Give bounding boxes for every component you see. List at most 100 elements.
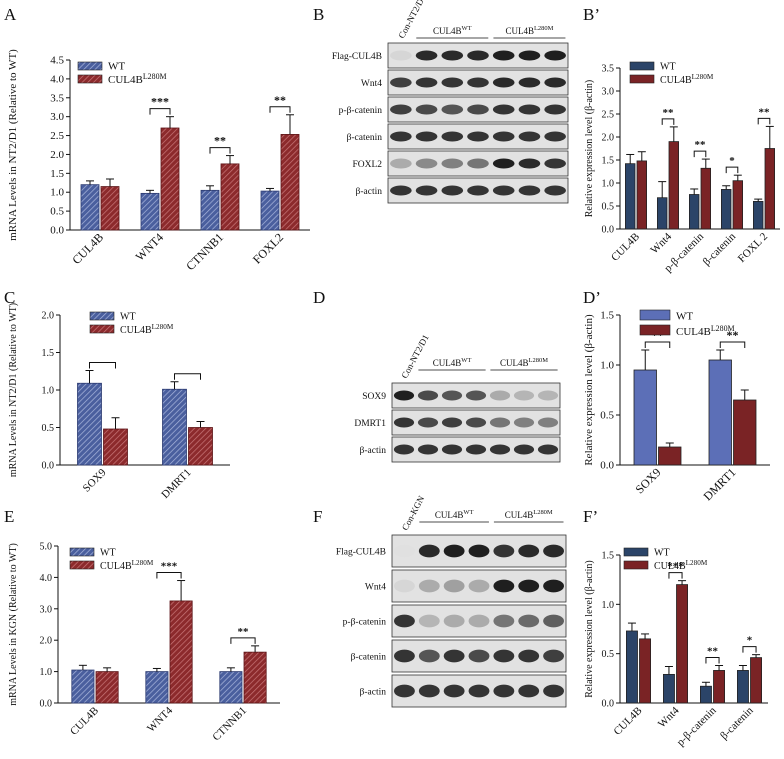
y-tick-label: 0.5 [50,206,64,218]
label-superscript: L280M [692,73,714,81]
blot-band [468,544,490,558]
blot-band [418,544,440,558]
blot-band [513,417,535,428]
lane-label-control: Con-NT2/D1 [396,0,427,40]
label-superscript: WT [461,357,471,364]
blot-band [443,544,465,558]
blot-band [544,185,566,196]
blot-band [441,390,463,401]
legend-swatch-wt [629,61,655,71]
legend-label-wt: WT [108,61,125,73]
legend-swatch-mut [639,324,671,336]
blot-band [518,104,541,115]
chart-E: 0.0 1.0 2.0 3.0 4.0 5.0 mRNA Levels in KGN (Re… [8,542,280,743]
x-tick-label: SOX9 [81,466,109,494]
label-superscript: L280M [529,357,549,364]
chart-A: 0.0 0.5 1.0 1.5 2.0 2.5 3.0 3.5 4.0 4.5 mRNA Level… [7,49,310,273]
x-tick-label: DMRT1 [159,467,193,501]
label-base: CUL4B [660,75,692,86]
label-superscript: L280M [152,323,174,331]
blot-band [443,649,465,663]
significance-bracket [644,341,671,348]
blot-band [415,185,438,196]
legend-label-mut: CUL4BL280M [100,559,154,572]
x-tick-label: WNT4 [133,230,166,263]
y-tick-label: 1.5 [602,551,615,562]
panel-letter-e: E [4,507,14,526]
significance-bracket [156,572,182,579]
blot-band [467,185,489,196]
blot-band [489,390,511,401]
blot-band [492,185,515,196]
bar-mut-cul4b [639,638,652,704]
significance-bracket [693,150,707,158]
lane-label-mutant: CUL4BL280M [505,25,553,36]
significance-bracket [89,362,116,369]
y-tick-label: 2.0 [40,636,53,647]
y-tick-label: 3.0 [50,111,64,123]
label-superscript: WT [463,509,473,516]
blot-band [544,158,566,169]
legend-label-mut: CUL4BL280M [660,73,714,86]
blot-band [415,50,438,61]
blot-band [543,579,565,593]
bar-mut--catenin [750,657,763,704]
legend-swatch-wt [89,311,115,321]
significance-label: ** [238,626,250,638]
bar-wt-wnt4 [140,192,160,231]
blot-band [493,684,515,698]
legend-label-wt: WT [654,548,670,559]
label-base: CUL4B [435,510,464,520]
label-base: CUL4B [676,326,711,338]
blot-band [537,444,559,455]
blot-band [390,158,412,169]
lane-label-wt: CUL4BWT [435,509,474,520]
blot-band [513,390,535,401]
significance-bracket [209,147,231,154]
blot-row-label: Wnt4 [361,79,382,89]
significance-bracket [269,106,291,113]
blot-band [544,131,566,142]
legend-swatch-mut [77,74,103,84]
panel-letter-dp: D’ [583,288,601,307]
panel-letter-b: B [313,5,324,24]
significance-label: ** [727,328,739,342]
blot-band [393,684,415,698]
label-base: CUL4B [654,561,686,572]
legend-label-mut: CUL4BL280M [120,323,174,336]
blot-band [390,50,412,61]
significance-bracket [668,572,683,579]
lane-label-wt: CUL4BWT [433,357,472,368]
bar-mut-dmrt1 [733,399,757,466]
blot-row-label: Wnt4 [365,583,386,593]
y-tick-label: 0.5 [602,202,615,213]
legend-label-wt: WT [660,62,676,73]
label-superscript: L280M [132,559,154,567]
blot-band [489,444,511,455]
y-tick-label: 1.0 [602,179,615,190]
blot-band [518,614,540,628]
blot-band [518,544,540,558]
bar-mut--catenin [732,180,744,230]
blot-band [518,185,541,196]
blot-band [543,649,565,663]
bar-wt-p-catenin [689,194,700,230]
label-base: CUL4B [505,26,534,36]
label-superscript: L280M [143,72,167,81]
blot-band [393,417,415,428]
bar-mut-wnt4 [169,600,193,704]
blot-band [418,684,440,698]
y-tick-label: 1.0 [50,187,64,199]
label-superscript: L280M [711,324,735,333]
significance-bracket [705,657,720,664]
blot-band [417,417,439,428]
blot-band [467,158,489,169]
blot-band [492,50,515,61]
bar-wt-wnt4 [657,197,668,230]
y-tick-label: 1.0 [42,386,55,397]
label-base: CUL4B [505,510,534,520]
blot-band [493,544,515,558]
significance-bracket [230,637,256,644]
x-tick-label: FOXL2 [250,230,286,266]
